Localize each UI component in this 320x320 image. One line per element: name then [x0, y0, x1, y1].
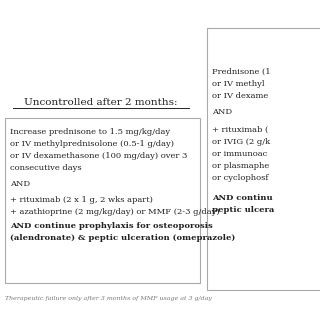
Text: or IV methylprednisolone (0.5-1 g/day): or IV methylprednisolone (0.5-1 g/day) [10, 140, 174, 148]
Text: or immunoac: or immunoac [212, 150, 267, 158]
Text: or IVIG (2 g/k: or IVIG (2 g/k [212, 138, 270, 146]
Text: Increase prednisone to 1.5 mg/kg/day: Increase prednisone to 1.5 mg/kg/day [10, 128, 170, 136]
Text: Therapeutic failure only after 3 months of MMF usage at 3 g/day: Therapeutic failure only after 3 months … [5, 296, 212, 301]
Text: Uncontrolled after 2 months:: Uncontrolled after 2 months: [24, 98, 178, 107]
Text: + rituximab (2 x 1 g, 2 wks apart): + rituximab (2 x 1 g, 2 wks apart) [10, 196, 153, 204]
Text: or IV dexame: or IV dexame [212, 92, 268, 100]
Text: consecutive days: consecutive days [10, 164, 82, 172]
Text: or IV dexamethasone (100 mg/day) over 3: or IV dexamethasone (100 mg/day) over 3 [10, 152, 188, 160]
Text: AND: AND [212, 108, 232, 116]
Text: AND continu: AND continu [212, 194, 273, 202]
Text: peptic ulcera: peptic ulcera [212, 206, 274, 214]
Text: Prednisone (1: Prednisone (1 [212, 68, 271, 76]
Text: (alendronate) & peptic ulceration (omeprazole): (alendronate) & peptic ulceration (omepr… [10, 234, 235, 242]
Text: AND continue prophylaxis for osteoporosis: AND continue prophylaxis for osteoporosi… [10, 222, 213, 230]
Text: or IV methyl: or IV methyl [212, 80, 265, 88]
Text: + azathioprine (2 mg/kg/day) or MMF (2-3 g/day): + azathioprine (2 mg/kg/day) or MMF (2-3… [10, 208, 220, 216]
Text: + rituximab (: + rituximab ( [212, 126, 268, 134]
Text: or cyclophosf: or cyclophosf [212, 174, 268, 182]
Text: or plasmaphe: or plasmaphe [212, 162, 269, 170]
FancyBboxPatch shape [5, 118, 200, 283]
Text: AND: AND [10, 180, 30, 188]
FancyBboxPatch shape [207, 28, 320, 290]
